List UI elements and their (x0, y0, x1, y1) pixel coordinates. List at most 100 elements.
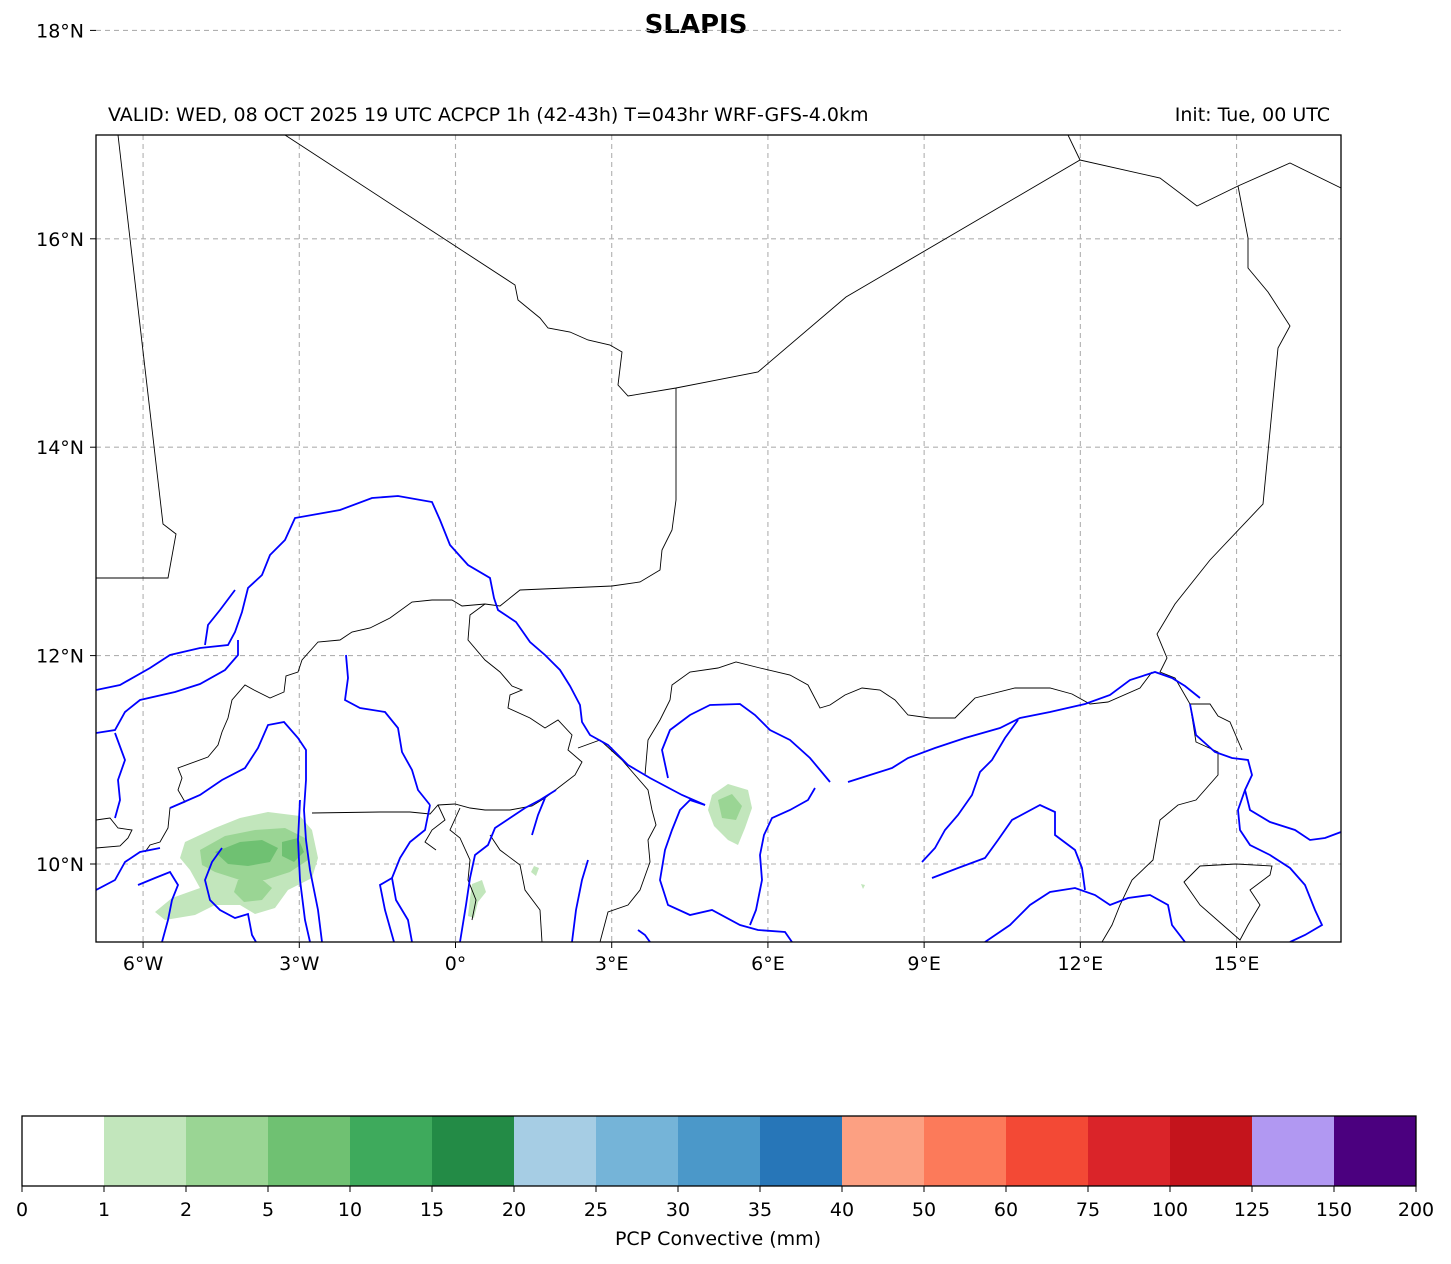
longitude-tick-label: 6°E (751, 953, 785, 975)
country-border (96, 817, 133, 849)
country-borders (96, 135, 1341, 942)
colorbar-tick-label: 35 (748, 1199, 772, 1221)
river (96, 495, 706, 806)
colorbar-segment (514, 1116, 597, 1186)
river (459, 789, 557, 942)
colorbar-segment (186, 1116, 269, 1186)
river (204, 589, 236, 646)
colorbar-tick-label: 30 (666, 1199, 690, 1221)
colorbar-tick-label: 100 (1152, 1199, 1188, 1221)
longitude-tick-label: 12°E (1057, 953, 1103, 975)
colorbar-tick-label: 25 (584, 1199, 608, 1221)
latitude-tick-label: 10°N (36, 854, 84, 876)
colorbar-tick-label: 10 (338, 1199, 362, 1221)
river (847, 671, 1201, 783)
latitude-tick-label: 14°N (36, 437, 84, 459)
map-title: SLAPIS (644, 10, 748, 40)
latitude-tick-label: 12°N (36, 646, 84, 668)
colorbar-tick-label: 15 (420, 1199, 444, 1221)
colorbar-tick-label: 20 (502, 1199, 526, 1221)
precip-area (468, 880, 486, 918)
river (571, 859, 589, 942)
country-border (424, 804, 446, 851)
colorbar-segment (1088, 1116, 1171, 1186)
colorbar-segment (760, 1116, 843, 1186)
country-border (311, 803, 510, 815)
country-border (449, 807, 477, 921)
colorbar-label: PCP Convective (mm) (615, 1228, 821, 1250)
river (344, 654, 431, 806)
map-gridlines (96, 29, 1341, 942)
colorbar-segment (268, 1116, 351, 1186)
colorbar-tick-label: 1 (98, 1199, 110, 1221)
country-border (144, 388, 677, 853)
precip-area (861, 884, 865, 889)
colorbar-tick-label: 150 (1316, 1199, 1352, 1221)
colorbar-segment (678, 1116, 761, 1186)
map-frame (95, 134, 1342, 943)
precip-area (234, 876, 272, 902)
colorbar-segment (104, 1116, 187, 1186)
river (659, 798, 793, 942)
river (637, 929, 651, 942)
river (378, 877, 395, 942)
colorbar-segment (350, 1116, 433, 1186)
valid-time-subtitle: VALID: WED, 08 OCT 2025 19 UTC ACPCP 1h … (108, 104, 869, 126)
map-axis-labels: 6°W3°W0°3°E6°E9°E12°E15°E22°N20°N18°N16°… (36, 20, 1260, 975)
init-time-subtitle: Init: Tue, 00 UTC (1174, 104, 1330, 126)
longitude-tick-label: 6°W (123, 953, 164, 975)
river (96, 847, 161, 891)
colorbar-tick-label: 50 (912, 1199, 936, 1221)
country-border (1183, 863, 1273, 941)
longitude-tick-label: 3°E (595, 953, 629, 975)
precip-area (718, 794, 742, 820)
river (204, 847, 257, 942)
river (391, 804, 431, 942)
colorbar-frame (21, 1115, 1417, 1187)
country-border (96, 135, 177, 579)
latitude-tick-label: 16°N (36, 229, 84, 251)
colorbar-tick-label: 5 (262, 1199, 274, 1221)
longitude-tick-label: 0° (445, 953, 467, 975)
colorbar-segment (924, 1116, 1007, 1186)
colorbar-tick-label: 60 (994, 1199, 1018, 1221)
longitude-tick-label: 9°E (907, 953, 941, 975)
river (114, 732, 126, 819)
colorbar-segment (1006, 1116, 1089, 1186)
colorbar-tick-label: 200 (1398, 1199, 1434, 1221)
colorbar-segment (1334, 1116, 1417, 1186)
country-border (644, 661, 1153, 776)
precip-area (215, 840, 278, 866)
precip-area (531, 866, 539, 876)
colorbar-segment (22, 1116, 105, 1186)
colorbar-segment (842, 1116, 925, 1186)
country-border (467, 603, 583, 811)
longitude-tick-label: 3°W (279, 953, 320, 975)
precip-areas (155, 784, 865, 920)
river (531, 797, 546, 836)
latitude-tick-label: 18°N (36, 20, 84, 42)
colorbar-tick-label: 75 (1076, 1199, 1100, 1221)
river (137, 870, 180, 942)
colorbar-tick-label: 40 (830, 1199, 854, 1221)
river (661, 703, 831, 783)
longitude-tick-label: 15°E (1214, 953, 1260, 975)
colorbar-tick-label: 2 (180, 1199, 192, 1221)
river (1189, 703, 1341, 841)
colorbar-segment (596, 1116, 679, 1186)
river (169, 721, 323, 942)
river (921, 719, 1019, 863)
river (984, 887, 1186, 942)
colorbar-segment (1252, 1116, 1335, 1186)
colorbar-tick-label: 125 (1234, 1199, 1270, 1221)
river (96, 640, 239, 734)
river (297, 799, 311, 942)
colorbar: 0 1 2 5 10 15 20 25 30 35 40 50 60 75 100 125 150 200 (16, 1115, 1434, 1221)
country-border (577, 739, 657, 942)
country-border (1067, 135, 1081, 161)
country-border (489, 834, 543, 942)
rivers (96, 495, 1341, 942)
colorbar-tick-label: 0 (16, 1199, 28, 1221)
river (749, 787, 816, 926)
